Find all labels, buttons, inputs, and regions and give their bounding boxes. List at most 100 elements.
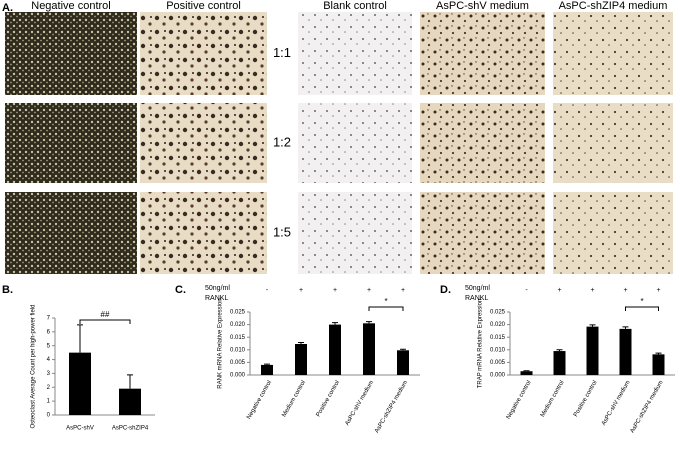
micrograph — [553, 103, 673, 183]
error-bar — [298, 341, 304, 345]
bar — [119, 388, 141, 415]
ratio-label: 1:1 — [273, 45, 291, 60]
bar — [261, 364, 273, 375]
column-header: Positive control — [166, 0, 241, 12]
column-header: Blank control — [323, 0, 387, 12]
treatment-label: RANKL — [465, 295, 488, 302]
y-tick-label: 1 — [47, 399, 51, 405]
error-bar — [332, 322, 338, 325]
bar — [295, 344, 307, 375]
treatment-sign: + — [367, 287, 371, 294]
bar — [520, 371, 533, 375]
treatment-label: RANKL — [205, 295, 228, 302]
micrograph — [140, 192, 267, 274]
y-tick-label: 0.005 — [490, 360, 506, 366]
y-tick-label: 3 — [47, 371, 51, 377]
significance-bracket — [368, 306, 404, 311]
treatment-label: 50ng/ml — [205, 285, 230, 292]
error-bar — [264, 363, 270, 365]
column-header: AsPC-shZIP4 medium — [559, 0, 668, 12]
treatment-sign: + — [401, 287, 405, 294]
significance-label: * — [384, 297, 387, 306]
error-bar — [127, 374, 133, 389]
error-bar — [556, 349, 563, 352]
error-bar — [655, 352, 662, 355]
micrograph — [298, 103, 412, 183]
significance-bracket — [625, 306, 659, 311]
x-tick-label: AsPC-shV — [66, 426, 94, 432]
significance-label: ## — [101, 310, 110, 319]
column-header: AsPC-shV medium — [436, 0, 529, 12]
y-tick-label: 0.025 — [490, 310, 506, 316]
y-tick-label: 0.015 — [230, 335, 246, 341]
ratio-label: 1:2 — [273, 134, 291, 149]
significance-label: * — [640, 297, 643, 306]
panel-label: A. — [2, 2, 13, 14]
treatment-sign: + — [299, 287, 303, 294]
y-axis-label: RANK mRNA Relative Expression — [218, 298, 224, 388]
y-axis-label: TRAP mRNA Relative Expression — [478, 299, 484, 389]
treatment-sign: - — [525, 287, 528, 294]
y-tick-label: 6 — [47, 329, 51, 335]
ratio-label: 1:5 — [273, 224, 291, 239]
bar — [363, 323, 375, 375]
treatment-sign: + — [557, 287, 561, 294]
column-header: Negative control — [31, 0, 111, 12]
x-tick-label: AsPC-shV medium — [345, 380, 376, 427]
micrograph — [298, 192, 412, 274]
bar — [619, 328, 632, 375]
treatment-sign: + — [333, 287, 337, 294]
error-bar — [523, 370, 530, 372]
y-tick-label: 0.005 — [230, 360, 246, 366]
y-tick-label: 0.015 — [490, 335, 506, 341]
micrograph — [140, 103, 267, 183]
treatment-sign: + — [656, 287, 660, 294]
x-tick-label: AsPC-shZIP4 medium — [374, 380, 409, 434]
treatment-label: 50ng/ml — [465, 285, 490, 292]
bar — [553, 351, 566, 375]
x-tick-label: AsPC-shZIP4 medium — [630, 380, 665, 434]
error-bar — [366, 321, 372, 324]
y-tick-label: 0.020 — [490, 322, 506, 328]
y-tick-label: 0.010 — [490, 347, 506, 353]
micrograph — [5, 12, 137, 95]
micrograph — [420, 12, 545, 95]
bar — [69, 352, 91, 415]
bar — [397, 350, 409, 375]
panel-label: B. — [2, 284, 13, 296]
treatment-sign: - — [266, 287, 269, 294]
bar — [329, 324, 341, 375]
error-bar — [400, 348, 406, 351]
x-tick-label: AsPC-shZIP4 — [112, 426, 149, 432]
error-bar — [589, 324, 596, 327]
micrograph — [5, 103, 137, 183]
y-tick-label: 4 — [47, 357, 51, 363]
significance-bracket — [79, 319, 131, 324]
y-axis-label: Osteoclast Average Count per high-power … — [31, 305, 37, 429]
error-bar — [622, 326, 629, 329]
x-tick-label: Positive control — [316, 380, 342, 418]
panel-label: C. — [175, 284, 186, 296]
x-tick-label: Negative control — [506, 380, 533, 421]
x-tick-label: Negative control — [246, 380, 273, 421]
y-tick-label: 0.020 — [230, 322, 246, 328]
error-bar — [77, 324, 83, 353]
y-tick-label: 2 — [47, 385, 51, 391]
micrograph — [553, 192, 673, 274]
y-tick-label: 0.025 — [230, 310, 246, 316]
micrograph — [5, 192, 137, 274]
micrograph — [553, 12, 673, 95]
x-tick-label: Medium control — [540, 380, 566, 419]
x-tick-label: Positive control — [573, 380, 599, 418]
y-tick-label: 0.010 — [230, 347, 246, 353]
treatment-sign: + — [623, 287, 627, 294]
micrograph — [298, 12, 412, 95]
y-tick-label: 0 — [47, 413, 51, 419]
x-tick-label: AsPC-shV medium — [601, 380, 632, 427]
x-tick-label: Medium control — [281, 380, 307, 419]
micrograph — [420, 103, 545, 183]
y-tick-label: 7 — [47, 316, 51, 322]
panel-label: D. — [440, 284, 451, 296]
y-tick-label: 0.000 — [490, 373, 506, 379]
